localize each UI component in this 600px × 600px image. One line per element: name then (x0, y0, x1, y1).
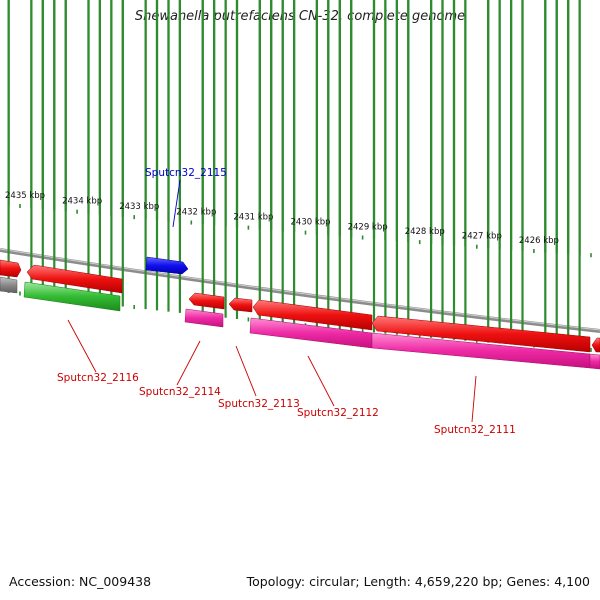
gene-red-2114[interactable] (188, 292, 225, 310)
scale-label: 2428 kbp (405, 227, 445, 237)
gene-label-blue[interactable]: Sputcn32_2115 (145, 167, 227, 179)
gene-labels: Sputcn32_2115 Sputcn32_2116 Sputcn32_211… (57, 167, 516, 436)
gene-label-2111[interactable]: Sputcn32_2111 (434, 424, 516, 436)
gene-label-2116[interactable]: Sputcn32_2116 (57, 372, 139, 384)
scale-label: 2426 kbp (519, 236, 559, 246)
scale-label: 2430 kbp (291, 218, 331, 228)
gene-label-2112[interactable]: Sputcn32_2112 (297, 407, 379, 419)
map-title: Shewanella putrefaciens CN-32, complete … (134, 9, 466, 24)
accession-text: Accession: NC_009438 (9, 574, 152, 589)
scale-label: 2429 kbp (348, 223, 388, 233)
gene-green-2116[interactable] (23, 281, 121, 312)
genome-backbone-highlight (0, 248, 600, 331)
gene-gray-left-edge[interactable] (0, 276, 18, 294)
inner-scale-ticks (7, 0, 592, 352)
gene-red-2113[interactable] (228, 297, 253, 313)
gene-red-2116[interactable] (26, 264, 123, 294)
scale-label: 2431 kbp (233, 213, 273, 223)
gene-label-2114[interactable]: Sputcn32_2114 (139, 386, 221, 398)
gene-pink-2114[interactable] (184, 308, 224, 328)
gene-label-2113[interactable]: Sputcn32_2113 (218, 398, 300, 410)
scale-label: 2427 kbp (462, 232, 502, 242)
gene-red-right-edge[interactable] (591, 337, 600, 353)
label-leader-lines (67, 179, 477, 423)
gene-pink-right-edge[interactable] (589, 353, 600, 370)
scale-label: 2434 kbp (62, 197, 102, 207)
scale-label: 2432 kbp (176, 208, 216, 218)
scale-label: 2435 kbp (5, 191, 45, 201)
gene-red-2112[interactable] (252, 299, 373, 331)
scale-label: 2433 kbp (119, 202, 159, 212)
scale-labels: 2435 kbp 2434 kbp 2433 kbp 2432 kbp 2431 kbp… (5, 191, 559, 246)
gene-blue-sputcn32-2115[interactable] (145, 256, 189, 275)
genome-summary-text: Topology: circular; Length: 4,659,220 bp… (246, 574, 590, 589)
gene-red-left-edge[interactable] (0, 259, 22, 278)
genome-backbone (0, 248, 600, 333)
gene-red-2111[interactable] (371, 315, 591, 353)
